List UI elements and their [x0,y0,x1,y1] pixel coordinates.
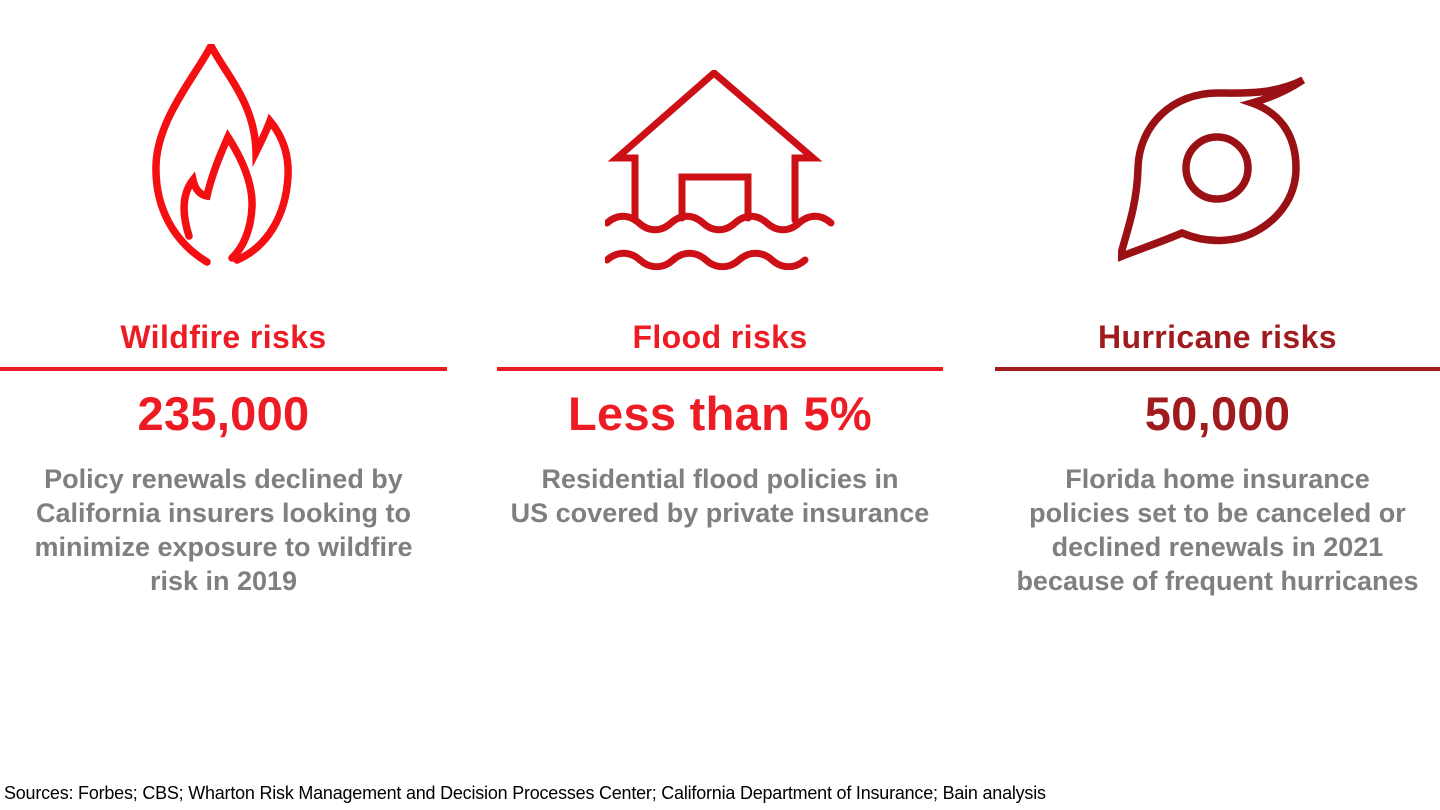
column-hurricane: Hurricane risks 50,000 Florida home insu… [995,0,1440,810]
flame-icon [151,44,292,266]
stat-description-flood: Residential flood policies in US covered… [510,464,930,528]
hurricane-icon [1117,76,1305,262]
wildfire-icon-container [0,44,447,269]
stat-description-hurricane: Florida home insurance policies set to b… [1016,464,1419,596]
stat-value-hurricane: 50,000 [1144,387,1291,440]
column-title-hurricane: Hurricane risks [1097,319,1337,355]
sources-note: Sources: Forbes; CBS; Wharton Risk Manag… [4,782,1046,803]
column-wildfire: Wildfire risks 235,000 Policy renewals d… [0,0,447,810]
column-flood: Flood risks Less than 5% Residential flo… [497,0,943,810]
divider-rule-flood [497,367,943,371]
column-title-wildfire: Wildfire risks [120,319,327,355]
flood-icon-container [497,70,943,270]
hurricane-icon-container [995,73,1440,268]
column-title-flood: Flood risks [632,319,808,355]
flooded-house-icon [605,70,835,270]
divider-rule-hurricane [995,367,1440,371]
stat-value-wildfire: 235,000 [137,387,310,440]
stat-value-flood: Less than 5% [568,387,872,440]
divider-rule-wildfire [0,367,447,371]
stat-description-wildfire: Policy renewals declined by California i… [34,464,413,596]
